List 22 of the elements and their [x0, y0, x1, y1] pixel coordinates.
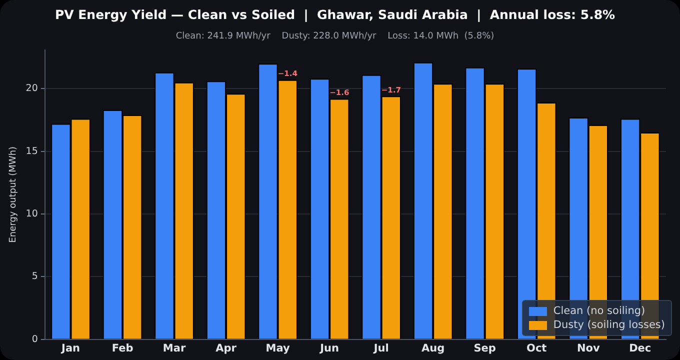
- x-tick-label: May: [266, 342, 290, 354]
- x-tick-label: Jan: [60, 342, 80, 354]
- y-tick-label: 5: [32, 271, 38, 282]
- x-tick-label: Feb: [112, 342, 134, 354]
- x-tick-label: Sep: [474, 342, 496, 354]
- y-tick-label: 10: [26, 208, 38, 220]
- chart-subtitle: Clean: 241.9 MWh/yr Dusty: 228.0 MWh/yr Loss: 14.0 MWh (5.8%): [176, 32, 494, 42]
- y-tick-label: 0: [32, 334, 38, 345]
- x-tick-label: Dec: [629, 342, 652, 354]
- x-tick-label: Oct: [526, 342, 547, 354]
- chart-title: PV Energy Yield — Clean vs Soiled | Ghawar, Saudi Arabia | Annual loss: 5.8%: [54, 6, 616, 22]
- x-tick-label: Jul: [372, 342, 389, 354]
- x-tick-label: Apr: [216, 342, 238, 354]
- y-tick-label: 15: [26, 146, 38, 157]
- x-tick-label: Nov: [576, 342, 600, 354]
- x-tick-label: Aug: [422, 342, 445, 354]
- legend-label: Clean (no soiling): [553, 305, 646, 317]
- x-tick-label: Mar: [162, 342, 186, 354]
- y-tick-label: 20: [26, 83, 38, 94]
- legend-label: Dusty (soiling losses): [553, 319, 665, 331]
- x-tick-label: Jun: [319, 342, 339, 354]
- y-axis-title: Energy output (MWh): [8, 146, 19, 243]
